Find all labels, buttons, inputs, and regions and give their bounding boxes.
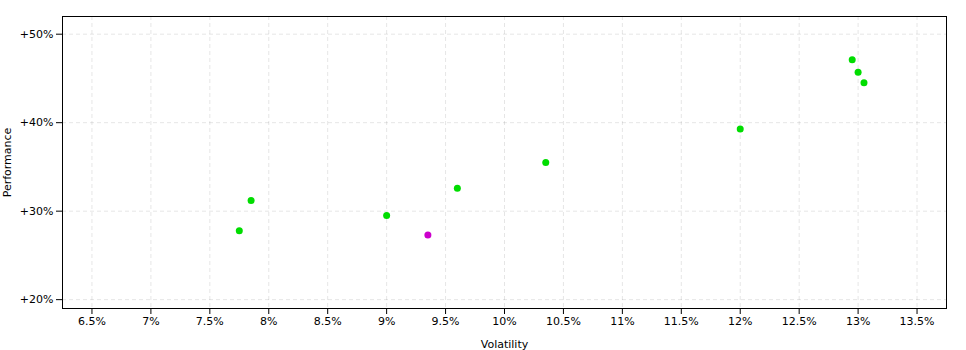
svg-text:12.5%: 12.5% bbox=[782, 315, 817, 328]
svg-text:6.5%: 6.5% bbox=[78, 315, 106, 328]
svg-text:+40%: +40% bbox=[20, 116, 54, 129]
svg-text:13.5%: 13.5% bbox=[900, 315, 935, 328]
svg-text:9.5%: 9.5% bbox=[432, 315, 460, 328]
svg-text:9%: 9% bbox=[378, 315, 395, 328]
svg-text:8.5%: 8.5% bbox=[314, 315, 342, 328]
svg-text:+50%: +50% bbox=[20, 28, 54, 41]
svg-text:7%: 7% bbox=[142, 315, 159, 328]
svg-text:+30%: +30% bbox=[20, 205, 54, 218]
svg-text:11%: 11% bbox=[610, 315, 634, 328]
svg-text:10.5%: 10.5% bbox=[546, 315, 581, 328]
svg-text:8%: 8% bbox=[260, 315, 277, 328]
svg-text:Performance: Performance bbox=[1, 127, 14, 197]
svg-text:11.5%: 11.5% bbox=[664, 315, 699, 328]
svg-text:12%: 12% bbox=[728, 315, 752, 328]
svg-text:13%: 13% bbox=[846, 315, 870, 328]
svg-text:7.5%: 7.5% bbox=[196, 315, 224, 328]
svg-text:10%: 10% bbox=[492, 315, 516, 328]
svg-text:+20%: +20% bbox=[20, 293, 54, 306]
svg-text:Volatility: Volatility bbox=[481, 338, 529, 350]
